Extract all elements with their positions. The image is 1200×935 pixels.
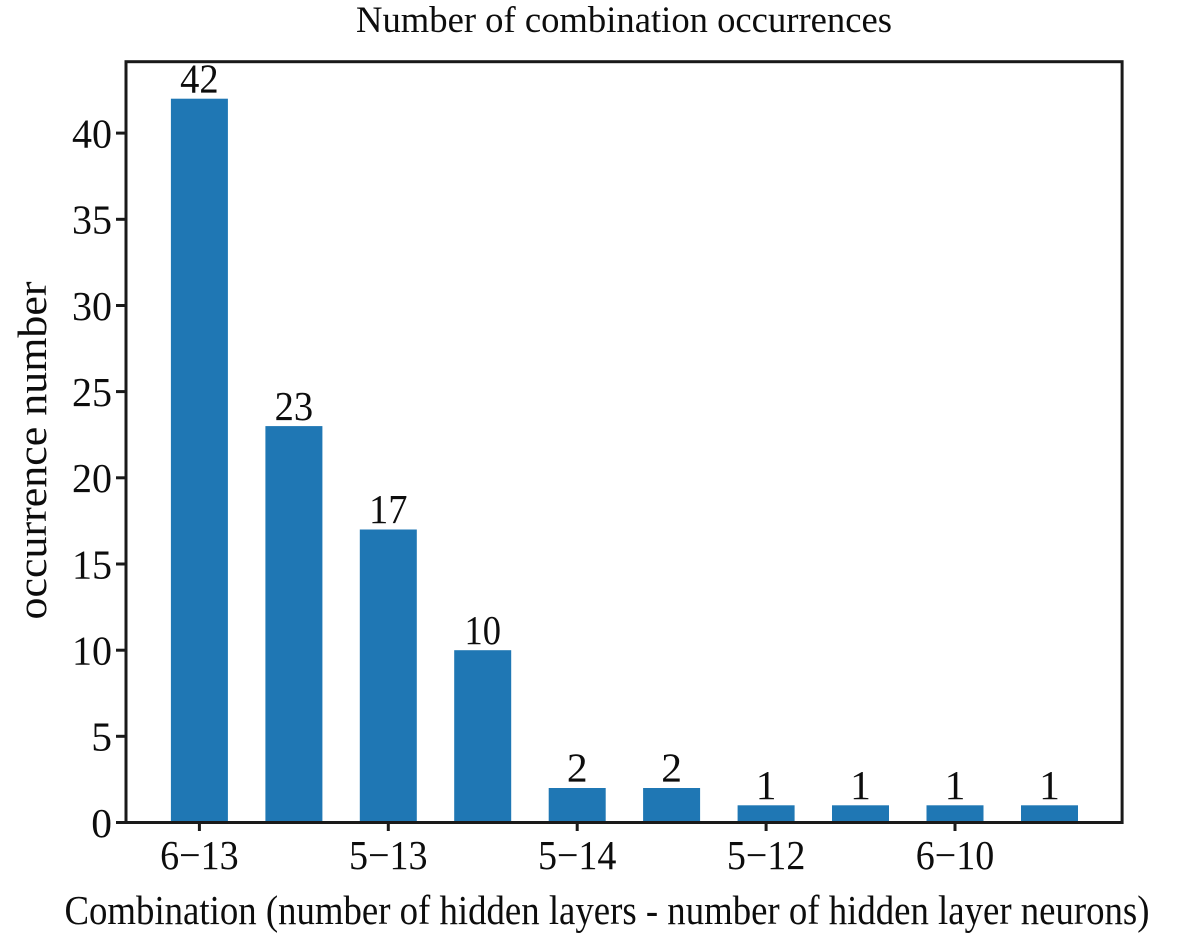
svg-text:2: 2 [567,745,588,791]
svg-text:25: 25 [72,369,112,415]
svg-text:1: 1 [850,762,871,808]
svg-text:occurrence number: occurrence number [9,281,55,619]
svg-text:15: 15 [72,541,112,587]
svg-text:0: 0 [91,800,112,846]
svg-text:Number of combination occurren: Number of combination occurrences [356,0,892,41]
svg-text:42: 42 [180,55,219,101]
svg-text:35: 35 [72,197,112,243]
svg-text:5−13: 5−13 [349,832,428,878]
svg-text:30: 30 [72,283,112,329]
svg-text:1: 1 [1039,762,1060,808]
svg-text:5−12: 5−12 [727,832,806,878]
svg-text:10: 10 [465,607,502,653]
svg-text:40: 40 [72,110,112,156]
svg-text:5−14: 5−14 [538,832,617,878]
svg-text:20: 20 [72,455,112,501]
svg-text:2: 2 [661,745,682,791]
svg-text:Combination (number of hidden: Combination (number of hidden layers - n… [65,887,1150,933]
svg-text:1: 1 [945,762,966,808]
svg-text:23: 23 [275,383,314,429]
svg-text:10: 10 [72,628,112,674]
svg-text:6−10: 6−10 [916,832,995,878]
svg-text:17: 17 [369,486,408,532]
svg-text:1: 1 [756,762,777,808]
svg-text:5: 5 [91,714,112,760]
svg-text:6−13: 6−13 [160,832,239,878]
